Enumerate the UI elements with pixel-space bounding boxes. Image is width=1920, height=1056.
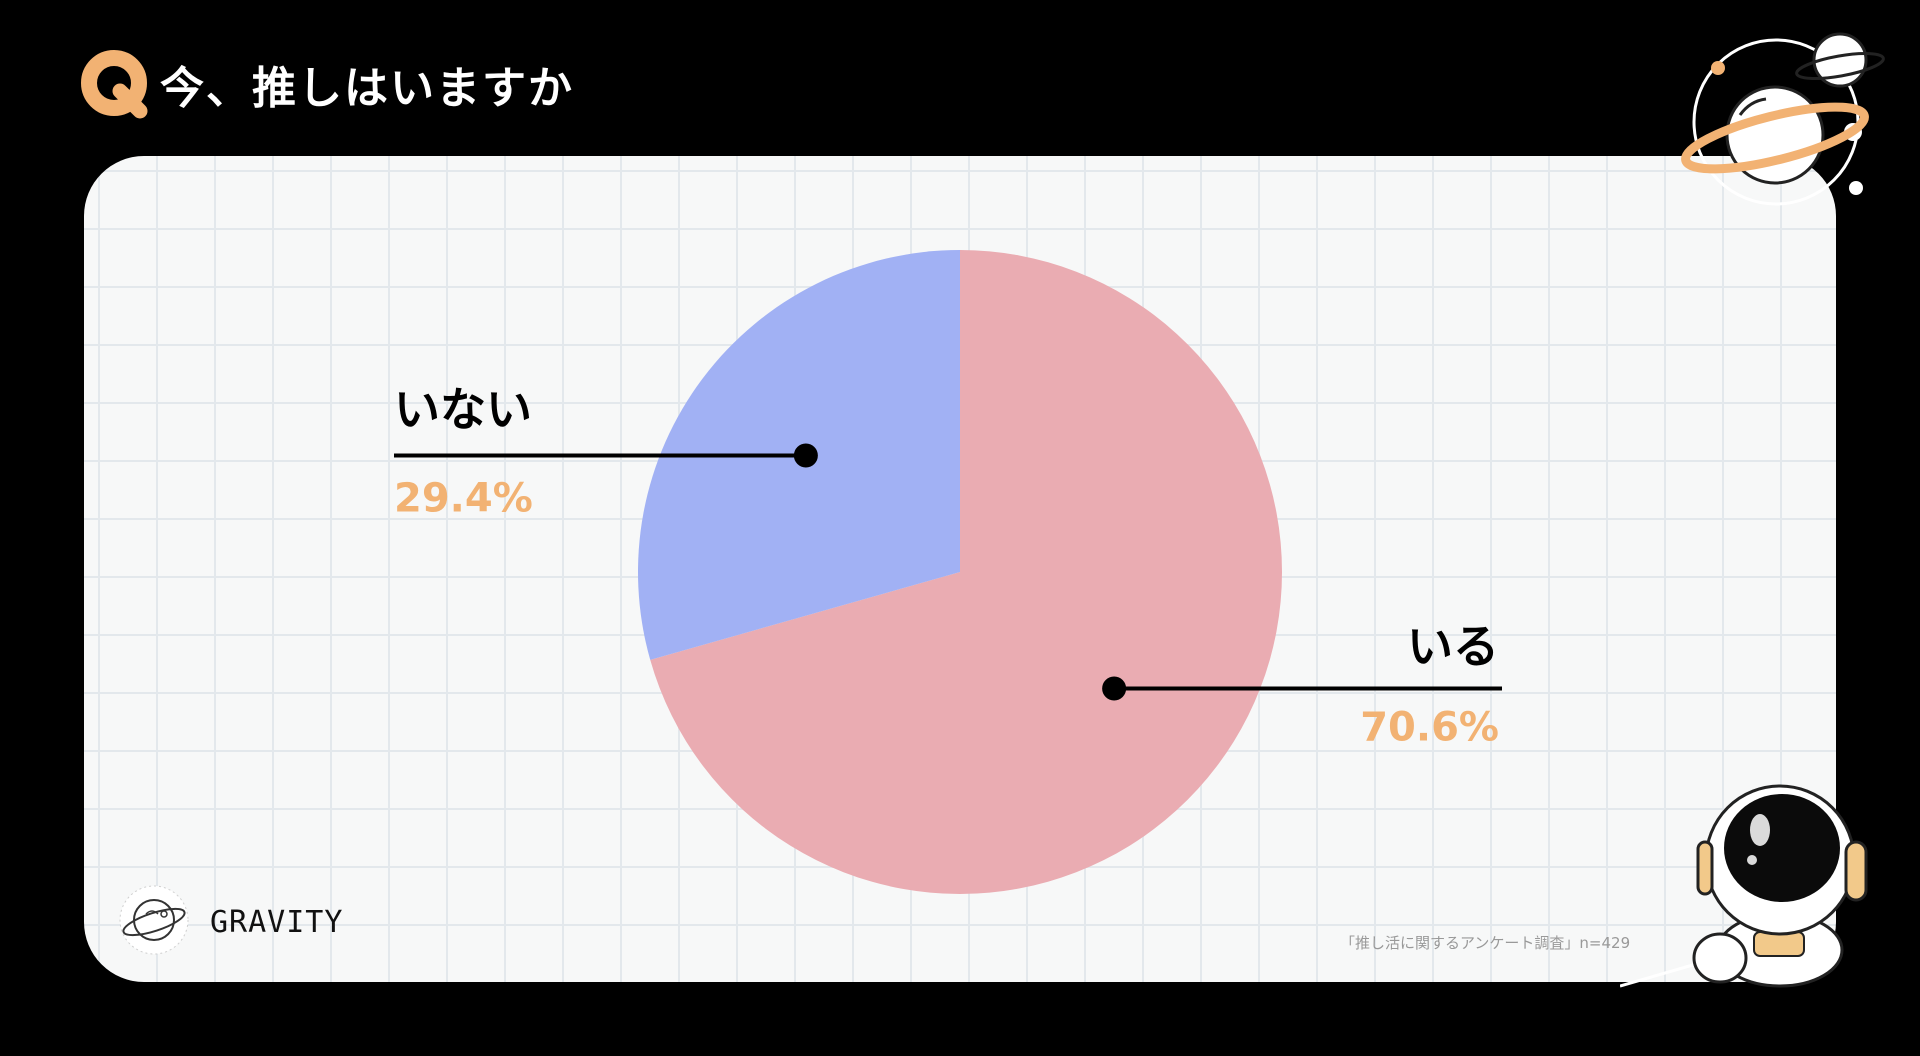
leader-dot-no (793, 443, 818, 468)
brand: GRAVITY (118, 884, 343, 960)
question-header: 今、推しはいますか (80, 48, 574, 120)
pie-chart: いない 29.4% いる 70.6% (394, 249, 1502, 894)
source-note: 「推し活に関するアンケート調査」n=429 (1340, 934, 1631, 952)
q-badge-icon (80, 49, 150, 119)
slice-percent-yes: 70.6% (1360, 704, 1499, 750)
pie-slice-yes (650, 250, 1283, 894)
brand-name: GRAVITY (210, 904, 344, 940)
chart-panel: いない 29.4% いる 70.6% (84, 156, 1836, 982)
slice-label-no: いない (394, 383, 532, 437)
planet-logo-icon (118, 884, 190, 960)
planets-icon (1680, 20, 1900, 224)
astronaut-icon (1619, 760, 1920, 1004)
leader-dot-yes (1102, 676, 1127, 701)
slice-label-yes: いる (1407, 619, 1499, 673)
question-title: 今、推しはいますか (160, 63, 574, 114)
slice-percent-no: 29.4% (394, 476, 533, 522)
